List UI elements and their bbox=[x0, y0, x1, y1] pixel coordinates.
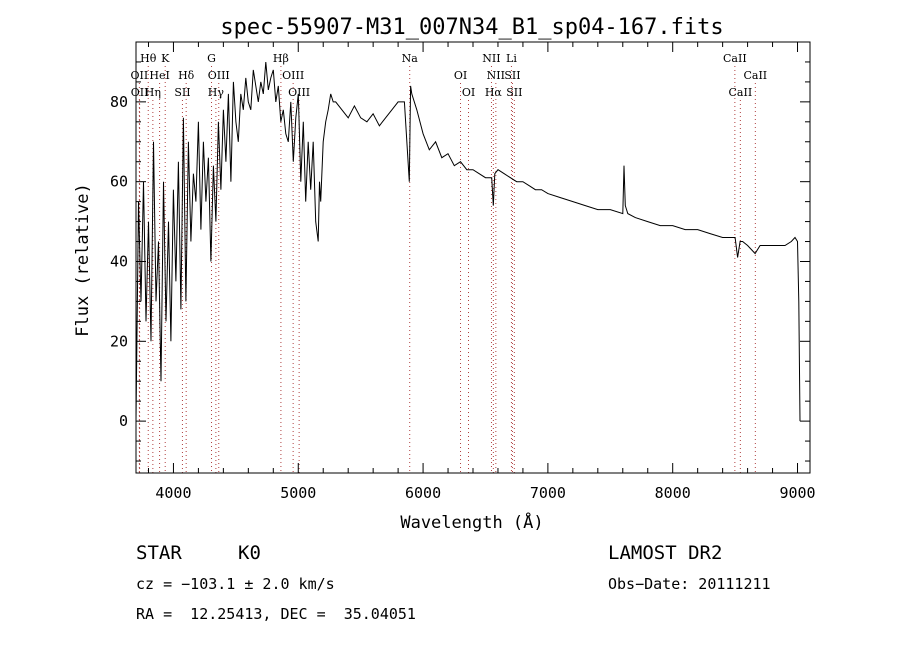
object-subclass: K0 bbox=[238, 542, 261, 564]
line-marker-label: HeI bbox=[149, 69, 169, 82]
line-marker-label: CaII bbox=[729, 86, 753, 99]
line-marker-label: Hη bbox=[145, 86, 161, 99]
line-marker-label: G bbox=[207, 52, 216, 65]
line-marker-label: SII bbox=[504, 69, 520, 82]
spectrum-line bbox=[135, 61, 801, 422]
line-marker-label: Na bbox=[402, 52, 419, 65]
line-marker-label: K bbox=[161, 52, 170, 65]
line-marker-label: Li bbox=[506, 52, 517, 65]
line-marker-label: CaII bbox=[723, 52, 747, 65]
line-marker-label: Hδ bbox=[178, 69, 195, 82]
x-tick-label: 4000 bbox=[155, 484, 191, 502]
y-tick-label: 80 bbox=[110, 93, 128, 111]
spectral-line-markers: Hθ OII OII K HeI Hη Hδ SII G OIII Hγ Hβ OIII OIII Na OI… bbox=[131, 52, 767, 473]
spectrum-series bbox=[135, 61, 801, 422]
x-tick-label: 8000 bbox=[655, 484, 691, 502]
y-axis-label: Flux (relative) bbox=[73, 183, 93, 337]
line-marker-label: OI bbox=[454, 69, 467, 82]
line-marker-label: SII bbox=[506, 86, 522, 99]
y-tick-label: 0 bbox=[119, 412, 128, 430]
x-tick-label: 5000 bbox=[280, 484, 316, 502]
line-marker-label: SII bbox=[174, 86, 190, 99]
x-tick-label: 6000 bbox=[405, 484, 441, 502]
line-marker-label: Hβ bbox=[273, 52, 289, 65]
chart-title: spec-55907-M31_007N34_B1_sp04-167.fits bbox=[220, 15, 723, 40]
y-tick-label: 40 bbox=[110, 252, 128, 270]
y-tick-label: 60 bbox=[110, 173, 128, 191]
line-marker-label: NII bbox=[482, 52, 500, 65]
y-axis-ticks: 0 20 40 60 80 bbox=[110, 61, 810, 462]
line-marker-label: OIII bbox=[208, 69, 230, 82]
line-marker-label: Hα bbox=[485, 86, 503, 99]
line-marker-label: Hθ bbox=[140, 52, 157, 65]
line-marker-label: Hγ bbox=[208, 86, 225, 99]
x-tick-label: 7000 bbox=[530, 484, 566, 502]
line-marker-label: OIII bbox=[288, 86, 310, 99]
redshift-velocity: cz = −103.1 ± 2.0 km/s bbox=[136, 575, 335, 593]
plot-frame bbox=[135, 41, 811, 474]
survey-name: LAMOST DR2 bbox=[608, 542, 723, 564]
y-tick-label: 20 bbox=[110, 332, 128, 350]
line-marker-label: OI bbox=[462, 86, 475, 99]
line-marker-label: OII bbox=[131, 86, 149, 99]
sky-coordinates: RA = 12.25413, DEC = 35.04051 bbox=[136, 605, 416, 623]
line-marker-label: NII bbox=[487, 69, 505, 82]
x-axis-ticks: 4000 5000 6000 7000 8000 9000 bbox=[147, 42, 816, 502]
line-marker-label: CaII bbox=[743, 69, 767, 82]
x-tick-label: 9000 bbox=[779, 484, 815, 502]
observation-date: Obs−Date: 20111211 bbox=[608, 575, 771, 593]
object-class: STAR bbox=[136, 542, 182, 564]
line-marker-label: OII bbox=[131, 69, 149, 82]
line-marker-label: OIII bbox=[282, 69, 304, 82]
x-axis-label: Wavelength (Å) bbox=[400, 511, 543, 533]
